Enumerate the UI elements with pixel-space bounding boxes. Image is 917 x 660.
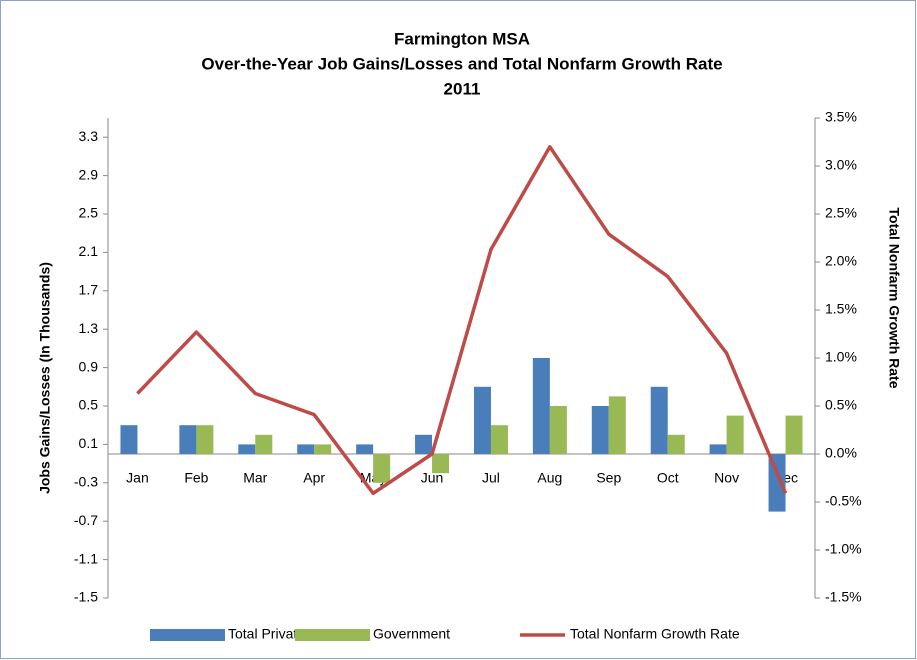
y2-tick-label: 0.5%	[825, 397, 857, 413]
bar	[532, 358, 550, 454]
bar	[473, 386, 491, 454]
bar	[650, 386, 668, 454]
x-tick-label: Apr	[303, 470, 325, 486]
bar	[785, 415, 803, 454]
y-tick-label: 2.9	[79, 166, 99, 182]
y2-tick-label: 1.5%	[825, 301, 857, 317]
y-tick-label: -0.3	[74, 474, 98, 490]
bar	[238, 444, 256, 454]
y2-tick-label: 2.5%	[825, 205, 857, 221]
y-tick-label: 1.7	[79, 282, 99, 298]
x-tick-label: Nov	[714, 470, 739, 486]
bar	[768, 454, 786, 512]
bar	[356, 444, 374, 454]
x-tick-label: Jul	[482, 470, 500, 486]
y-tick-label: -0.7	[74, 512, 98, 528]
y-tick-label: 0.9	[79, 358, 99, 374]
y-tick-label: -1.5	[74, 589, 98, 605]
line	[136, 145, 788, 496]
legend-swatch	[295, 629, 370, 641]
x-tick-label: Mar	[243, 470, 267, 486]
bar	[709, 444, 727, 454]
y2-tick-label: 3.0%	[825, 157, 857, 173]
y2-tick-label: 1.0%	[825, 349, 857, 365]
bar	[549, 406, 567, 454]
y2-tick-label: 3.5%	[825, 109, 857, 125]
bar	[415, 434, 433, 454]
bar	[196, 425, 214, 454]
bar	[373, 454, 391, 483]
y-tick-label: -1.1	[74, 550, 98, 566]
legend-label: Government	[373, 626, 450, 642]
y2-tick-label: 2.0%	[825, 253, 857, 269]
y-tick-label: 2.1	[79, 243, 99, 259]
chart-title: 2011	[444, 79, 481, 98]
bar	[120, 425, 138, 454]
bar	[726, 415, 744, 454]
bar	[608, 396, 626, 454]
y2-tick-label: 0.0%	[825, 445, 857, 461]
bar	[297, 444, 315, 454]
bar	[667, 434, 685, 454]
x-tick-label: Aug	[537, 470, 562, 486]
bar	[179, 425, 197, 454]
bar	[432, 454, 450, 474]
bar	[314, 444, 332, 454]
x-tick-label: Jun	[421, 470, 444, 486]
y-tick-label: 0.5	[79, 397, 99, 413]
legend-swatch	[150, 629, 225, 641]
legend-label: Total Nonfarm Growth Rate	[570, 626, 740, 642]
chart-title: Farmington MSA	[394, 29, 530, 48]
x-tick-label: Feb	[184, 470, 208, 486]
x-tick-label: Sep	[596, 470, 621, 486]
y2-tick-label: -1.5%	[825, 589, 862, 605]
y2-tick-label: -0.5%	[825, 493, 862, 509]
y2-tick-label: -1.0%	[825, 541, 862, 557]
bar	[591, 406, 609, 454]
bar	[490, 425, 508, 454]
chart-title: Over-the-Year Job Gains/Losses and Total…	[201, 54, 722, 73]
bar	[255, 434, 273, 454]
y-tick-label: 1.3	[79, 320, 99, 336]
x-tick-label: Jan	[126, 470, 149, 486]
y-tick-label: 0.1	[79, 435, 99, 451]
y-tick-label: 3.3	[79, 128, 99, 144]
legend-label: Total Private	[228, 626, 305, 642]
y2-axis-title: Total Nonfarm Growth Rate	[886, 208, 902, 389]
y-tick-label: 2.5	[79, 205, 99, 221]
x-tick-label: Oct	[657, 470, 679, 486]
y-axis-title: Jobs Gains/Losses (In Thousands)	[37, 262, 53, 494]
